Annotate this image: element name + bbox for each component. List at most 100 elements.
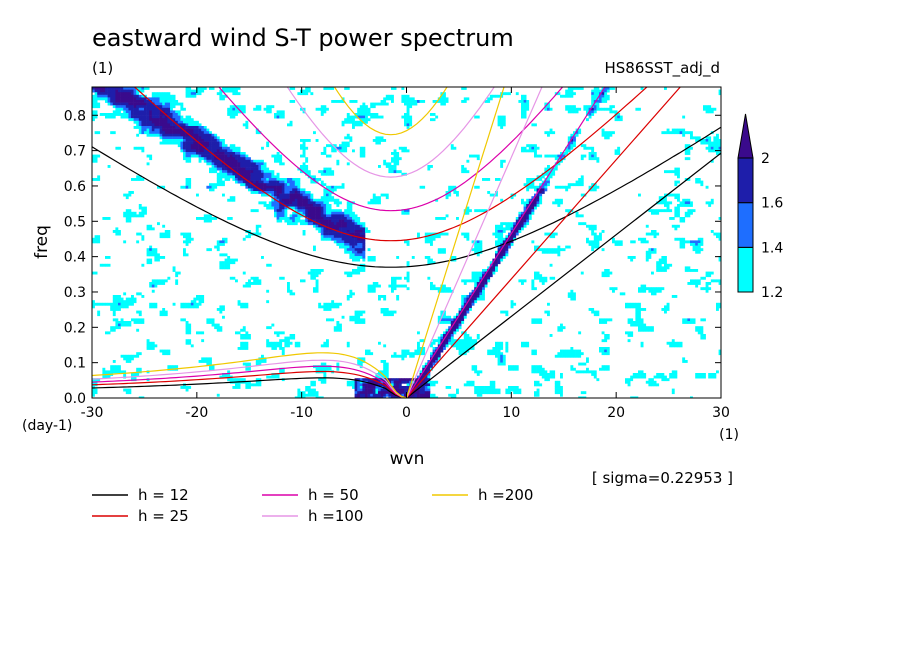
heatmap-cell [240,180,244,184]
heatmap-cell [133,211,137,215]
heatmap-cell [544,102,548,106]
heatmap-cell [432,354,436,358]
heatmap-cell [648,256,652,259]
heatmap-cell [359,149,363,153]
heatmap-cell [94,89,98,93]
heatmap-cell [188,178,192,181]
heatmap-cell [206,152,210,155]
heatmap-cell [162,107,166,111]
heatmap-cell [466,302,470,306]
heatmap-cell [167,126,171,129]
heatmap-cell [123,240,127,244]
heatmap-cell [219,89,223,93]
heatmap-cell [206,144,210,148]
heatmap-cell [443,100,446,103]
heatmap-cell [253,162,257,166]
heatmap-cell [154,123,158,127]
heatmap-cell [461,318,465,322]
heatmap-cell [112,318,116,322]
heatmap-cell [164,115,168,119]
heatmap-cell [94,235,98,239]
heatmap-cell [401,284,405,288]
heatmap-cell [367,352,371,356]
heatmap-cell [500,120,504,124]
heatmap-cell [151,107,155,111]
heatmap-cell [105,87,108,90]
heatmap-cell [222,141,225,145]
heatmap-cell [354,237,358,241]
heatmap-cell [188,128,192,132]
heatmap-cell [125,97,129,101]
heatmap-cell [149,115,153,119]
heatmap-cell [255,360,259,363]
heatmap-cell [651,230,654,233]
heatmap-cell [235,92,238,96]
heatmap-cell [705,185,709,189]
heatmap-cell [443,318,446,322]
heatmap-cell [362,258,366,262]
heatmap-cell [544,188,548,192]
heatmap-cell [352,232,355,236]
heatmap-cell [661,287,665,291]
heatmap-cell [391,354,394,358]
heatmap-cell [349,139,353,142]
heatmap-cell [172,269,176,272]
heatmap-cell [427,276,431,280]
heatmap-cell [157,118,160,122]
heatmap-cell [458,341,462,345]
heatmap-cell [326,339,329,343]
heatmap-cell [690,282,693,285]
heatmap-cell [310,271,314,275]
heatmap-cell [323,149,327,153]
heatmap-cell [599,89,602,93]
heatmap-cell [578,87,582,90]
heatmap-cell [138,87,142,90]
heatmap-cell [284,178,288,181]
heatmap-cell [606,352,610,356]
heatmap-cell [664,196,667,200]
heatmap-cell [323,219,327,223]
heatmap-cell [141,211,145,215]
heatmap-cell [320,378,324,382]
heatmap-cell [159,100,163,103]
heatmap-cell [112,305,116,309]
heatmap-cell [120,100,124,103]
heatmap-cell [604,347,608,350]
heatmap-cell [700,276,704,280]
heatmap-cell [339,217,342,220]
heatmap-cell [502,310,506,314]
heatmap-cell [469,336,472,340]
heatmap-cell [336,302,340,306]
heatmap-cell [653,230,657,233]
heatmap-cell [578,362,582,366]
heatmap-cell [128,94,132,98]
heatmap-cell [229,175,233,179]
heatmap-cell [346,274,350,278]
heatmap-cell [240,172,244,176]
heatmap-cell [567,110,571,114]
heatmap-cell [300,219,303,223]
heatmap-cell [570,297,574,301]
heatmap-cell [484,269,488,272]
heatmap-cell [591,92,595,96]
heatmap-cell [635,315,639,319]
heatmap-cell [515,367,519,371]
heatmap-cell [591,230,595,233]
heatmap-cell [341,217,345,220]
heatmap-cell [151,100,155,103]
heatmap-cell [440,344,444,348]
heatmap-cell [601,107,605,111]
heatmap-cell [336,198,340,202]
heatmap-cell [232,152,236,155]
heatmap-cell [638,302,641,306]
heatmap-cell [495,178,498,181]
heatmap-cell [266,141,270,145]
heatmap-cell [682,318,686,322]
heatmap-cell [227,159,231,163]
heatmap-cell [601,331,605,335]
heatmap-cell [164,235,168,239]
heatmap-cell [664,308,667,311]
heatmap-cell [120,94,124,98]
heatmap-cell [393,162,397,166]
heatmap-cell [154,253,158,257]
